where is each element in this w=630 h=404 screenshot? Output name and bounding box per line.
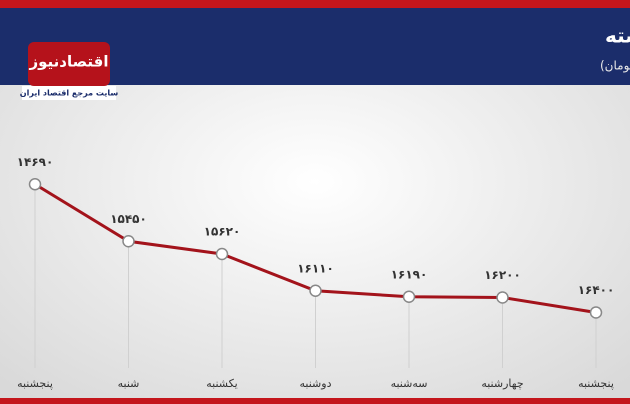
data-point bbox=[309, 284, 322, 297]
data-label: ۱۶۱۱۰ bbox=[297, 261, 334, 275]
data-label: ۱۵۴۵۰ bbox=[110, 212, 147, 226]
x-tick-label: چهارشنبه bbox=[481, 377, 523, 390]
data-point bbox=[28, 178, 42, 191]
data-label: ۱۵۶۲۰ bbox=[204, 225, 241, 239]
logo-box bbox=[28, 42, 110, 86]
data-point bbox=[496, 291, 509, 304]
top-strip bbox=[0, 0, 630, 8]
x-tick-label: پنجشنبه bbox=[578, 377, 614, 390]
x-tick-label: پنجشنبه bbox=[17, 377, 53, 390]
data-point bbox=[402, 290, 416, 303]
data-label: ۱۶۲۰۰ bbox=[484, 268, 521, 282]
chart-subtitle: (واحد: هزار تومان) bbox=[600, 59, 630, 74]
data-label: ۱۶۱۹۰ bbox=[391, 267, 428, 281]
x-tick-label: یکشنبه bbox=[206, 377, 238, 390]
data-label: ۱۶۴۰۰ bbox=[578, 283, 615, 297]
logo-tag-box bbox=[22, 86, 116, 100]
logo-tagline: سایت مرجع اقتصاد ایران bbox=[20, 89, 119, 98]
data-point bbox=[589, 306, 603, 319]
plot-area: ۱۴۶۹۰ پنجشنبه ۱۵۴۵۰ شنبه ۱۵۶۲۰ یکشنبه ۱۶۱۱۰ دوش… bbox=[17, 155, 615, 390]
x-tick-label: شنبه bbox=[118, 377, 140, 390]
chart-title: | روند بهای سکه در هفته گذشته bbox=[605, 24, 630, 48]
data-point bbox=[215, 247, 229, 261]
x-tick-label: سه‌شنبه bbox=[391, 377, 428, 390]
data-point bbox=[122, 235, 135, 248]
bottom-strip bbox=[0, 398, 630, 404]
data-label: ۱۴۶۹۰ bbox=[17, 155, 54, 169]
x-tick-label: دوشنبه bbox=[300, 377, 332, 390]
logo-name: اقتصادنیوز bbox=[29, 53, 109, 71]
